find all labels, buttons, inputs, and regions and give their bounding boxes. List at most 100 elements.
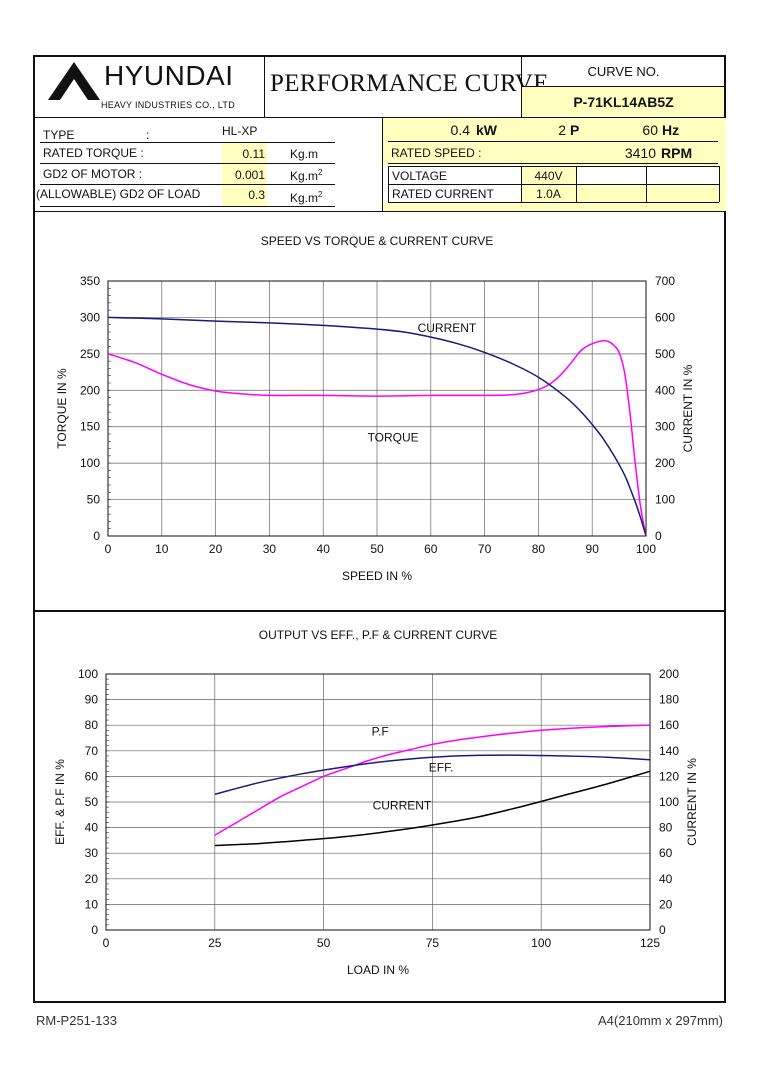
gd2-load-unit: Kg.m: [290, 191, 319, 205]
c1-xtick-70: 70: [478, 542, 492, 556]
c1-y2tick-600: 600: [655, 310, 675, 324]
vgrid-v1: [521, 166, 522, 202]
c1-xtick-100: 100: [636, 542, 656, 556]
power-rule: [388, 141, 718, 142]
rated-speed-value: 3410: [624, 145, 656, 161]
c2-series-pf: [214, 724, 651, 836]
c2-y2label: CURRENT IN %: [685, 758, 699, 846]
type-value: HL-XP: [222, 124, 258, 138]
c1-xtick-30: 30: [263, 542, 277, 556]
c2-y2tick-40: 40: [659, 872, 673, 886]
c1-annotation-current: CURRENT: [418, 321, 477, 335]
rated-torque-unit: Kg.m: [290, 147, 319, 161]
c2-y2tick-100: 100: [659, 795, 679, 809]
c2-y2tick-180: 180: [659, 693, 679, 707]
header-bottom-rule: [33, 117, 726, 118]
c1-xtick-20: 20: [209, 542, 223, 556]
c2-plot-border: [105, 673, 651, 931]
c1-xtick-80: 80: [532, 542, 546, 556]
c2-annotation-current: CURRENT: [373, 799, 432, 813]
c1-y2label: CURRENT IN %: [681, 364, 695, 452]
c1-xtick-60: 60: [424, 542, 438, 556]
c1-y2tick-300: 300: [655, 420, 675, 434]
c1-ytick-50: 50: [87, 493, 101, 507]
gd2-load-label: (ALLOWABLE) GD2 OF LOAD: [36, 187, 201, 201]
company-name: HYUNDAI: [104, 60, 234, 91]
freq-unit: Hz: [662, 122, 680, 138]
vgrid-v3: [646, 166, 647, 202]
c2-xtick-50: 50: [317, 936, 331, 950]
gd2-motor-unit: Kg.m: [290, 169, 319, 183]
vgrid-v4: [719, 166, 720, 202]
c2-y2tick-0: 0: [659, 923, 666, 937]
c2-ylabel: EFF. & P.F IN %: [53, 759, 67, 845]
c1-xtick-50: 50: [370, 542, 384, 556]
c1-xtick-40: 40: [317, 542, 331, 556]
c2-y2tick-60: 60: [659, 846, 673, 860]
vgrid-v0: [388, 166, 389, 202]
c1-ytick-250: 250: [80, 347, 100, 361]
gd2-motor-rule: [40, 184, 335, 185]
c1-xtick-0: 0: [105, 542, 112, 556]
c1-plot-border: [107, 280, 647, 537]
poles-value: 2: [558, 122, 566, 138]
c1-y2tick-0: 0: [655, 529, 662, 543]
spec-bottom-rule: [33, 211, 726, 212]
voltage-label: VOLTAGE: [392, 169, 447, 183]
gd2-motor-value: 0.001: [234, 168, 265, 182]
c2-y2tick-120: 120: [659, 769, 679, 783]
c1-title: SPEED VS TORQUE & CURRENT CURVE: [261, 234, 494, 248]
c1-ytick-150: 150: [80, 420, 100, 434]
curve-no-value: P-71KL14AB5Z: [573, 94, 674, 110]
c1-y2tick-200: 200: [655, 456, 675, 470]
rated-speed-unit: RPM: [661, 145, 693, 161]
c1-ytick-100: 100: [80, 456, 100, 470]
c2-series-current: [214, 770, 651, 847]
c1-ylabel: TORQUE IN %: [55, 368, 69, 449]
spec-left-highlight: [222, 142, 267, 206]
footer-doc-code: RM-P251-133: [36, 1013, 117, 1028]
c2-ytick-40: 40: [85, 821, 99, 835]
type-label: TYPE: [43, 128, 75, 142]
gd2-load-value: 0.3: [248, 188, 265, 202]
spec-blank-bg: [577, 166, 719, 184]
c2-xtick-125: 125: [640, 936, 660, 950]
c2-ytick-10: 10: [85, 897, 99, 911]
vgrid-v2: [576, 166, 577, 202]
c1-ytick-200: 200: [80, 383, 100, 397]
c1-ytick-300: 300: [80, 310, 100, 324]
c2-xtick-75: 75: [426, 936, 440, 950]
type-rule: [40, 142, 335, 143]
gd2-motor-unit-sup: 2: [318, 168, 323, 177]
c2-ytick-20: 20: [85, 872, 99, 886]
c2-y2tick-80: 80: [659, 821, 673, 835]
c2-ytick-70: 70: [85, 744, 99, 758]
c2-xlabel: LOAD IN %: [347, 963, 409, 977]
curve-no-rule: [521, 86, 726, 87]
gd2-motor-label: GD2 OF MOTOR :: [43, 167, 143, 181]
c2-annotation-pf: P.F: [372, 724, 389, 738]
rated-speed-label: RATED SPEED :: [391, 146, 482, 160]
c2-ytick-50: 50: [85, 795, 99, 809]
spec-divider: [382, 117, 383, 212]
gd2-load-unit-sup: 2: [318, 190, 323, 199]
c1-series-current: [107, 316, 647, 537]
c1-xtick-90: 90: [586, 542, 600, 556]
c2-ytick-60: 60: [85, 769, 99, 783]
c1-annotation-torque: TORQUE: [368, 430, 419, 444]
power-value: 0.4: [450, 122, 470, 138]
footer-paper-size: A4(210mm x 297mm): [598, 1013, 723, 1028]
torque-rule: [40, 163, 335, 164]
voltage-value: 440V: [534, 169, 563, 183]
header-divider-1: [264, 55, 265, 117]
c2-ytick-80: 80: [85, 718, 99, 732]
panel-divider: [33, 610, 726, 612]
c2-y2tick-140: 140: [659, 744, 679, 758]
freq-value: 60: [642, 122, 658, 138]
c2-title: OUTPUT VS EFF., P.F & CURRENT CURVE: [259, 628, 498, 642]
c2-xtick-0: 0: [103, 936, 110, 950]
curve-no-highlight: [522, 87, 724, 116]
vgrid-bottom: [388, 202, 719, 203]
c1-ytick-350: 350: [80, 274, 100, 288]
